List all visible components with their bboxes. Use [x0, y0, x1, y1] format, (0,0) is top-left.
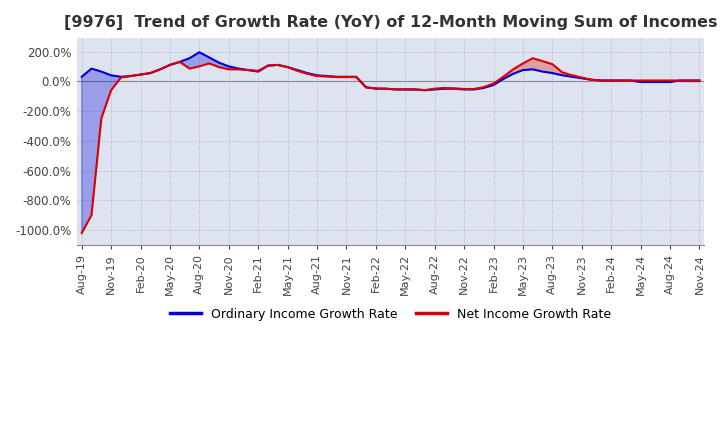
- Line: Net Income Growth Rate: Net Income Growth Rate: [81, 58, 699, 233]
- Legend: Ordinary Income Growth Rate, Net Income Growth Rate: Ordinary Income Growth Rate, Net Income …: [165, 303, 616, 326]
- Net Income Growth Rate: [469, 86, 478, 92]
- Ordinary Income Growth Rate: [77, 74, 86, 80]
- Ordinary Income Growth Rate: [489, 82, 498, 88]
- Ordinary Income Growth Rate: [420, 88, 429, 93]
- Ordinary Income Growth Rate: [342, 74, 351, 80]
- Line: Ordinary Income Growth Rate: Ordinary Income Growth Rate: [81, 52, 699, 90]
- Ordinary Income Growth Rate: [391, 87, 400, 92]
- Net Income Growth Rate: [480, 84, 488, 90]
- Net Income Growth Rate: [333, 74, 341, 80]
- Net Income Growth Rate: [420, 88, 429, 93]
- Ordinary Income Growth Rate: [195, 50, 204, 55]
- Net Income Growth Rate: [77, 231, 86, 236]
- Ordinary Income Growth Rate: [499, 77, 508, 82]
- Net Income Growth Rate: [528, 55, 537, 61]
- Net Income Growth Rate: [695, 78, 703, 83]
- Ordinary Income Growth Rate: [156, 67, 164, 72]
- Net Income Growth Rate: [156, 67, 164, 72]
- Ordinary Income Growth Rate: [695, 78, 703, 83]
- Net Income Growth Rate: [382, 86, 390, 92]
- Title: [9976]  Trend of Growth Rate (YoY) of 12-Month Moving Sum of Incomes: [9976] Trend of Growth Rate (YoY) of 12-…: [64, 15, 717, 30]
- Ordinary Income Growth Rate: [440, 86, 449, 92]
